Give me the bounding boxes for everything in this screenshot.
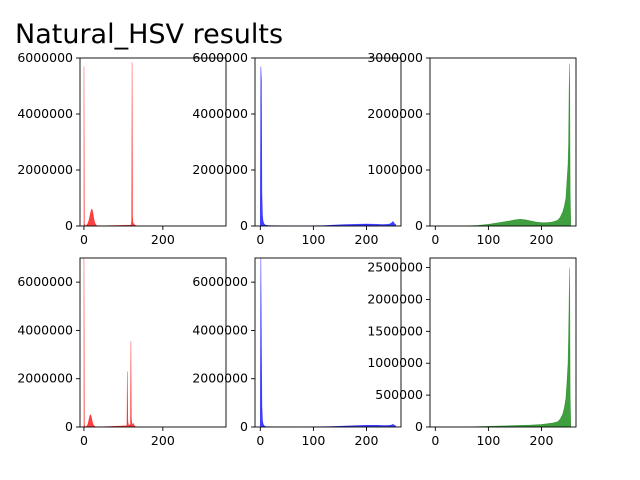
y-tick-label: 2000000 bbox=[17, 162, 73, 177]
histogram-series-4-1 bbox=[83, 258, 148, 427]
axes-frame bbox=[254, 257, 402, 428]
y-tick-label: 2000000 bbox=[192, 371, 248, 386]
axes-frame bbox=[429, 57, 577, 227]
y-tick-label: 2500000 bbox=[367, 260, 423, 275]
y-tick-label: 4000000 bbox=[192, 322, 248, 337]
x-tick-label: 200 bbox=[355, 433, 379, 448]
figure-title: Natural_HSV results bbox=[15, 19, 284, 50]
histogram-series-6-1 bbox=[435, 267, 571, 427]
y-tick-label: 0 bbox=[240, 419, 248, 434]
y-tick-label: 0 bbox=[415, 419, 423, 434]
y-tick-label: 0 bbox=[65, 419, 73, 434]
x-tick-label: 100 bbox=[476, 232, 500, 247]
histogram-panel-4: 0 2000000 4000000 6000000 0 200 bbox=[17, 257, 227, 448]
y-tick-label: 6000000 bbox=[17, 274, 73, 289]
y-tick-label: 1000000 bbox=[367, 355, 423, 370]
histogram-series-2-1 bbox=[260, 66, 396, 226]
x-tick-label: 0 bbox=[431, 232, 439, 247]
y-tick-label: 6000000 bbox=[192, 50, 248, 65]
y-tick-label: 1000000 bbox=[367, 162, 423, 177]
x-tick-label: 200 bbox=[151, 433, 175, 448]
histogram-panel-3: 0 1000000 2000000 3000000 0 100 200 bbox=[367, 50, 577, 247]
y-tick-label: 6000000 bbox=[17, 50, 73, 65]
x-tick-label: 200 bbox=[355, 232, 379, 247]
y-tick-label: 0 bbox=[415, 218, 423, 233]
histogram-panel-2: 0 2000000 4000000 6000000 0 100 200 bbox=[192, 50, 402, 247]
y-tick-label: 4000000 bbox=[17, 322, 73, 337]
x-tick-label: 0 bbox=[431, 433, 439, 448]
y-tick-label: 4000000 bbox=[192, 106, 248, 121]
histogram-panel-6: 0 500000 1000000 1500000 2000000 2500000 0 100 2… bbox=[367, 257, 577, 448]
y-tick-label: 3000000 bbox=[367, 50, 423, 65]
axes-frame bbox=[254, 57, 402, 227]
axes-frame bbox=[79, 257, 227, 428]
histogram-panel-5: 0 2000000 4000000 6000000 0 100 200 bbox=[192, 257, 402, 448]
y-tick-label: 2000000 bbox=[17, 371, 73, 386]
y-tick-label: 1500000 bbox=[367, 323, 423, 338]
x-tick-label: 100 bbox=[476, 433, 500, 448]
y-tick-label: 2000000 bbox=[367, 291, 423, 306]
x-tick-label: 0 bbox=[256, 232, 264, 247]
x-tick-label: 200 bbox=[530, 433, 554, 448]
histogram-series-1-1 bbox=[83, 62, 148, 226]
y-tick-label: 0 bbox=[65, 218, 73, 233]
y-tick-label: 6000000 bbox=[192, 274, 248, 289]
axes-frame bbox=[429, 257, 577, 428]
x-tick-label: 100 bbox=[301, 232, 325, 247]
x-tick-label: 100 bbox=[301, 433, 325, 448]
x-tick-label: 0 bbox=[80, 232, 88, 247]
histogram-series-3-1 bbox=[435, 63, 571, 226]
y-tick-label: 4000000 bbox=[17, 106, 73, 121]
y-tick-label: 2000000 bbox=[192, 162, 248, 177]
histogram-panel-1: 0 2000000 4000000 6000000 0 200 bbox=[17, 50, 227, 247]
x-tick-label: 200 bbox=[530, 232, 554, 247]
y-tick-label: 2000000 bbox=[367, 106, 423, 121]
y-tick-label: 0 bbox=[240, 218, 248, 233]
x-tick-label: 0 bbox=[80, 433, 88, 448]
x-tick-label: 200 bbox=[151, 232, 175, 247]
y-tick-label: 500000 bbox=[375, 387, 423, 402]
axes-frame bbox=[79, 57, 227, 227]
x-tick-label: 0 bbox=[256, 433, 264, 448]
